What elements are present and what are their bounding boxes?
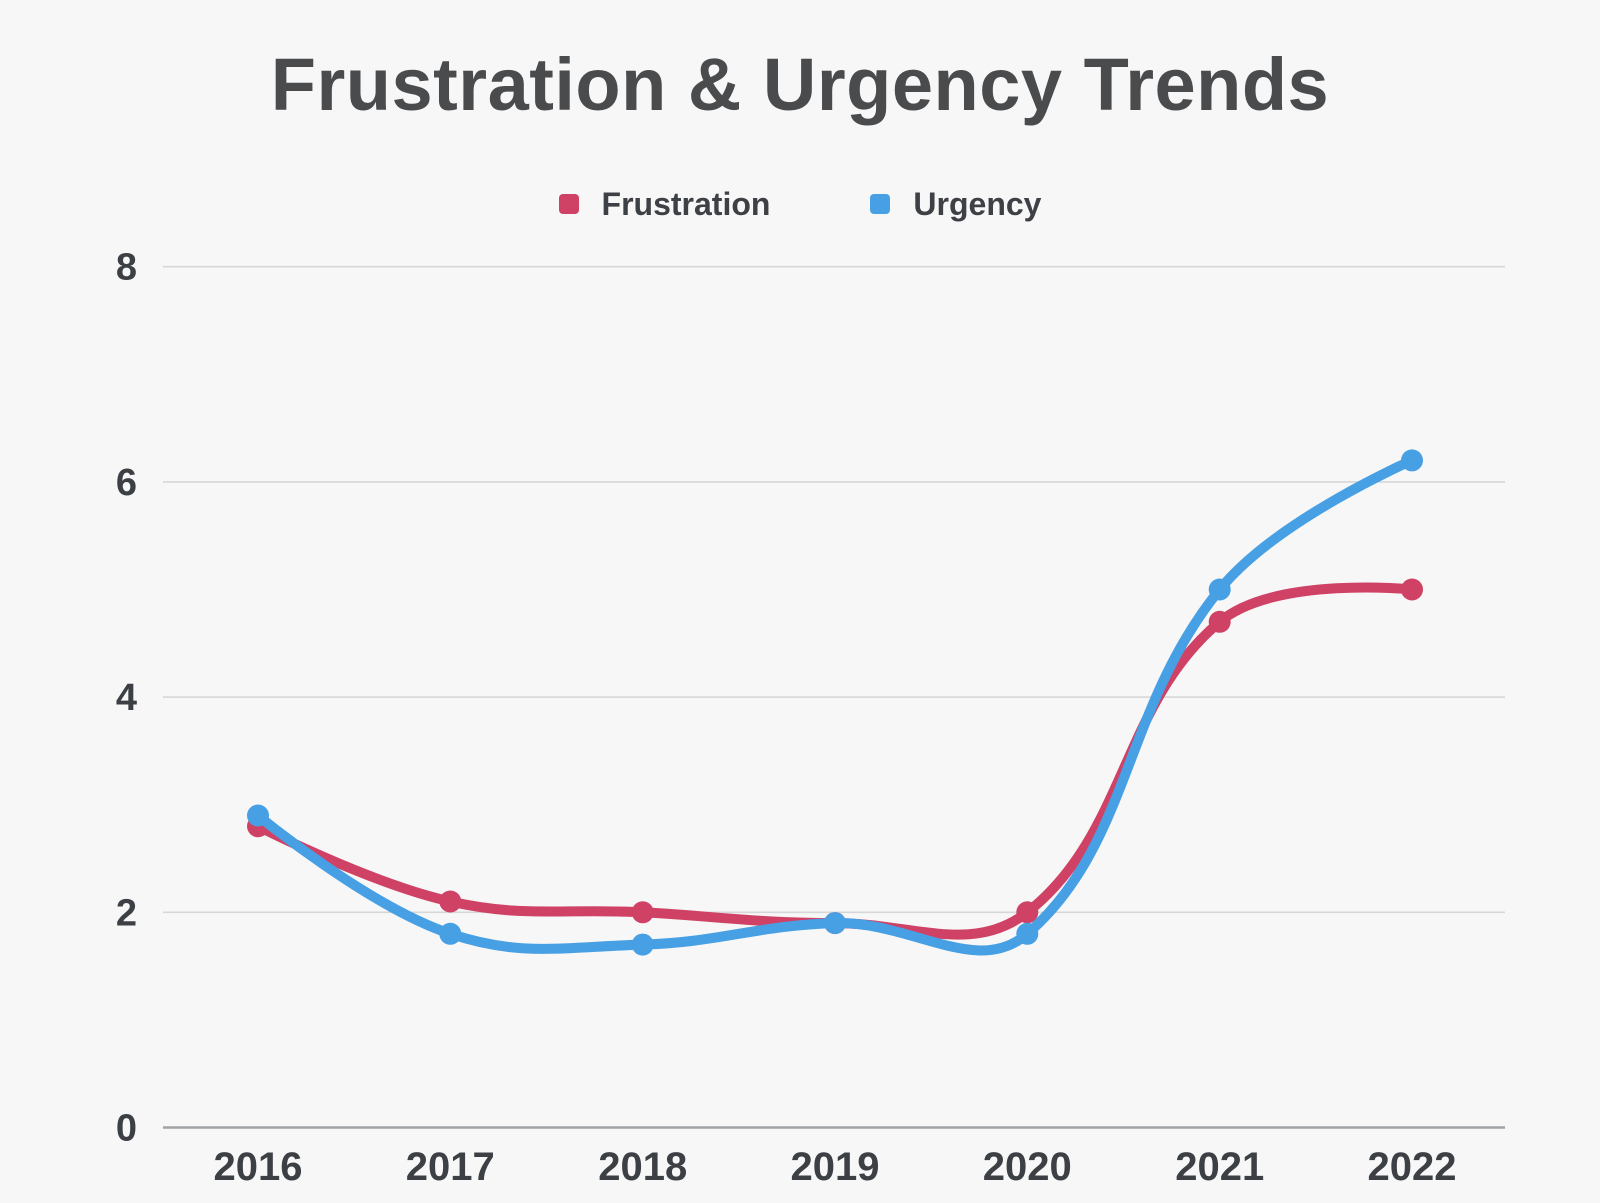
urgency-legend-swatch-icon [870,194,891,214]
data-point-urgency-2020 [1016,922,1039,945]
legend-label-frustration: Frustration [601,186,771,222]
y-tick-label-6: 6 [116,462,137,504]
legend-label-urgency: Urgency [913,186,1042,222]
y-tick-label-0: 0 [116,1108,137,1150]
data-point-frustration-2020 [1016,901,1039,924]
x-tick-label-2020: 2020 [983,1145,1072,1189]
legend-item-urgency: Urgency [870,188,1041,220]
data-point-frustration-2018 [631,901,654,924]
data-point-frustration-2021 [1208,610,1231,633]
data-point-frustration-2022 [1401,578,1423,601]
data-point-urgency-2019 [824,912,846,935]
y-tick-label-4: 4 [116,677,137,719]
data-point-urgency-2017 [439,922,462,945]
frustration-legend-swatch-icon [558,194,579,214]
y-tick-label-2: 2 [116,892,137,934]
chart-legend: Frustration Urgency [0,188,1600,220]
data-point-urgency-2021 [1208,578,1231,601]
x-tick-label-2022: 2022 [1368,1145,1457,1189]
series-line-urgency [253,455,1417,956]
data-point-urgency-2018 [631,933,654,956]
x-tick-label-2018: 2018 [598,1145,687,1189]
data-point-urgency-2022 [1401,449,1423,472]
x-tick-label-2016: 2016 [214,1145,303,1189]
data-point-frustration-2017 [439,890,462,913]
y-tick-label-8: 8 [116,247,137,289]
legend-item-frustration: Frustration [558,186,771,222]
x-tick-label-2019: 2019 [791,1145,880,1189]
series-line-frustration [253,582,1417,940]
chart-title: Frustration & Urgency Trends [270,43,1330,126]
x-tick-label-2017: 2017 [406,1145,495,1189]
x-tick-label-2021: 2021 [1175,1145,1264,1189]
data-point-urgency-2016 [247,804,269,827]
